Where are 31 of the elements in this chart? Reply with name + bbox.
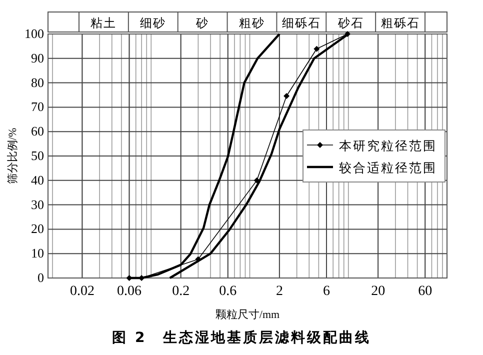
text: 粗砂 (239, 16, 265, 30)
text: 砂 (195, 16, 210, 30)
text: 粘土 (90, 16, 117, 30)
x-tick-label: 0.6 (219, 284, 237, 299)
y-tick-label: 0 (38, 270, 44, 285)
text: 砂石 (336, 16, 364, 30)
y-tick-label: 80 (31, 74, 44, 90)
y-tick-label: 90 (31, 50, 44, 66)
text: 细砾石 (282, 16, 321, 30)
y-tick-label: 30 (31, 196, 44, 212)
x-tick-label: 2 (276, 284, 283, 299)
x-tick-label: 6 (323, 284, 330, 299)
y-tick-label: 60 (31, 124, 44, 139)
x-tick-label: 60 (418, 284, 432, 299)
x-axis-title: 颗粒尺寸/mm (215, 308, 280, 321)
text: 细砂 (140, 16, 166, 30)
x-tick-label: 20 (371, 284, 386, 299)
text: 粗砾石 (380, 16, 420, 30)
text: 图 2 生态湿地基质层滤料级配曲线 (112, 329, 371, 346)
y-tick-label: 20 (31, 221, 44, 236)
x-tick-label: 0.2 (172, 284, 190, 299)
x-tick-label: 0.06 (117, 284, 142, 299)
x-tick-label: 0.02 (70, 284, 94, 299)
y-tick-label: 70 (31, 99, 44, 114)
y-tick-label: 50 (31, 148, 44, 163)
y-tick-label: 10 (31, 246, 44, 261)
y-tick-label: 100 (24, 26, 44, 41)
legend-label: 本研究粒径范围 (339, 138, 437, 153)
y-tick-label: 40 (31, 172, 44, 188)
y-axis-title: 筛分比例/% (6, 128, 19, 184)
legend-label: 较合适粒径范围 (339, 160, 437, 175)
